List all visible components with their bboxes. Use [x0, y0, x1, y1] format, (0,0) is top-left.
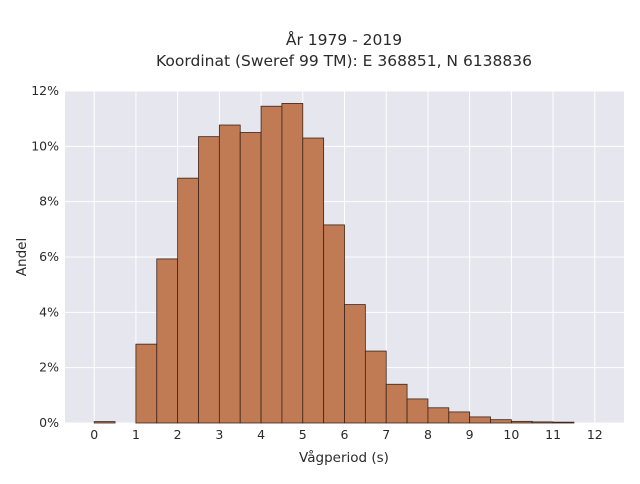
- histogram-bar: [531, 421, 554, 424]
- x-tick-label: 11: [545, 427, 561, 442]
- x-tick-label: 12: [587, 427, 603, 442]
- histogram-bar: [260, 105, 283, 424]
- x-tick-label: 2: [174, 427, 182, 442]
- x-tick-label: 0: [90, 427, 98, 442]
- histogram-bar: [406, 398, 429, 424]
- x-tick-label: 8: [424, 427, 432, 442]
- histogram-bar: [364, 350, 387, 424]
- chart-title-line-2: Koordinat (Sweref 99 TM): E 368851, N 61…: [156, 52, 532, 70]
- histogram-bars: [93, 103, 575, 424]
- x-tick-label: 7: [382, 427, 390, 442]
- histogram-bar: [198, 136, 220, 424]
- histogram-bar: [135, 343, 158, 424]
- x-tick-label: 4: [257, 427, 265, 442]
- x-axis-label: Vågperiod (s): [299, 449, 389, 466]
- y-tick-label: 0%: [39, 415, 59, 430]
- histogram-bar: [218, 124, 241, 424]
- x-tick-label: 9: [466, 427, 474, 442]
- histogram-bar: [510, 420, 533, 424]
- x-axis-ticks: 0 1 2 3 4 5 6 7 8 9 10 11 12: [90, 427, 603, 442]
- histogram-bar: [385, 383, 408, 424]
- histogram-bar: [177, 177, 199, 424]
- histogram-bar: [93, 421, 116, 424]
- y-tick-label: 10%: [31, 138, 59, 153]
- y-axis-label: Andel: [14, 238, 30, 276]
- histogram-bar: [344, 304, 366, 424]
- histogram-bar: [490, 419, 512, 424]
- histogram-bar: [281, 103, 304, 424]
- chart-title-line-1: År 1979 - 2019: [286, 30, 402, 49]
- y-tick-label: 4%: [39, 304, 59, 319]
- x-tick-label: 5: [299, 427, 307, 442]
- histogram-bar: [239, 132, 262, 424]
- x-tick-label: 3: [215, 427, 223, 442]
- histogram-bar: [469, 416, 491, 424]
- histogram-bar: [302, 137, 325, 424]
- y-tick-label: 12%: [31, 83, 59, 98]
- x-tick-label: 6: [341, 427, 349, 442]
- histogram-bar: [552, 421, 575, 424]
- y-axis-ticks: 0% 2% 4% 6% 8% 10% 12%: [31, 83, 59, 430]
- y-tick-label: 8%: [39, 194, 59, 209]
- histogram-bar: [156, 258, 179, 424]
- histogram-bar: [427, 407, 450, 424]
- x-tick-label: 10: [503, 427, 519, 442]
- histogram-bar: [448, 411, 471, 424]
- y-tick-label: 6%: [39, 249, 59, 264]
- y-tick-label: 2%: [39, 360, 59, 375]
- histogram-bar: [323, 224, 345, 424]
- x-tick-label: 1: [132, 427, 140, 442]
